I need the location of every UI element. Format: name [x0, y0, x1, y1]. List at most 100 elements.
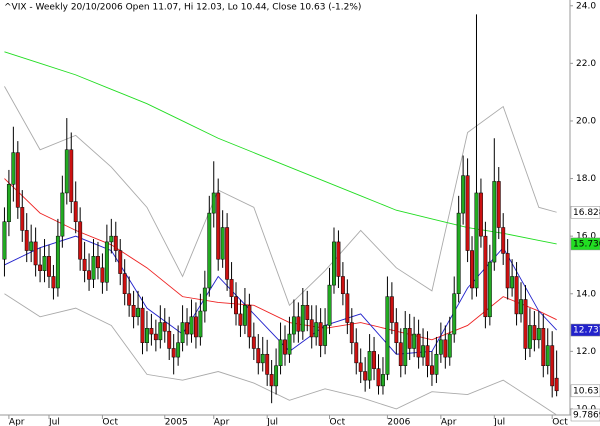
candle-body — [443, 339, 448, 358]
candle-body — [29, 241, 34, 251]
candle-body — [127, 293, 132, 306]
candle-body — [456, 212, 461, 295]
x-tick-label: Jul — [48, 418, 60, 426]
candle-body — [314, 322, 319, 338]
candle-body — [430, 365, 434, 375]
value-label-box — [570, 384, 600, 398]
value-label: 16.8287 — [573, 208, 600, 218]
candle-body — [291, 316, 296, 335]
x-tick-label: Apr — [441, 418, 457, 426]
y-tick-label: 12.0 — [576, 347, 596, 357]
candle-body — [55, 235, 60, 289]
candle-body — [73, 201, 78, 223]
candle-body — [305, 305, 310, 320]
candle-body — [211, 192, 216, 214]
candle-body — [229, 279, 234, 297]
candle-body — [510, 276, 515, 289]
candle-body — [158, 322, 163, 341]
candle-body — [438, 339, 443, 355]
candle-body — [42, 256, 47, 271]
candle-body — [198, 310, 203, 338]
x-tick-label: Jul — [266, 418, 278, 426]
candle-body — [78, 221, 83, 260]
candle-body — [381, 374, 385, 387]
candle-body — [278, 339, 283, 367]
value-label-box — [570, 408, 600, 422]
candle-body — [376, 368, 381, 387]
y-tick-label: 18.0 — [576, 174, 596, 184]
candle-body — [225, 227, 230, 280]
candle-body — [519, 299, 523, 315]
candle-body — [541, 328, 546, 367]
candle-body — [505, 253, 510, 289]
candle-body — [465, 175, 470, 251]
candle-body — [247, 305, 252, 338]
candle-body — [260, 353, 265, 364]
candle-body — [372, 351, 377, 369]
candle-body — [131, 305, 136, 318]
x-tick-label: Oct — [330, 418, 346, 426]
y-tick-label: 24.0 — [576, 1, 596, 11]
candle-body — [323, 325, 328, 346]
candle-body — [265, 353, 270, 375]
candle-body — [87, 270, 92, 280]
value-label: 9.78695 — [573, 411, 600, 421]
value-label: 12.7373 — [573, 326, 600, 336]
candle-body — [532, 325, 537, 341]
candle-body — [385, 296, 390, 375]
candle-body — [162, 322, 167, 332]
candle-body — [536, 328, 541, 341]
candle-body — [193, 316, 198, 338]
candle-body — [332, 241, 336, 286]
x-tick-label: Apr — [214, 418, 230, 426]
candle-body — [269, 374, 274, 387]
candle-body — [216, 192, 221, 260]
candle-body — [461, 175, 466, 214]
x-tick-label: Oct — [102, 418, 118, 426]
candle-body — [545, 345, 550, 367]
candle-body — [69, 149, 74, 202]
candle-body — [349, 322, 354, 343]
y-tick-label: 20.0 — [576, 116, 596, 126]
candle-body — [202, 287, 207, 312]
candle-body — [274, 365, 279, 387]
candle-body — [180, 322, 185, 343]
candle-body — [354, 342, 359, 364]
candle-body — [60, 192, 65, 237]
candle-body — [136, 307, 140, 318]
candle-body — [238, 313, 243, 326]
candle-body — [15, 152, 20, 208]
candle-body — [33, 241, 38, 266]
value-label: 10.63 — [573, 386, 599, 396]
candle-body — [6, 184, 11, 223]
x-tick-label: Jul — [493, 418, 505, 426]
candle-body — [514, 276, 519, 315]
candle-body — [496, 181, 501, 228]
y-tick-label: 22.0 — [576, 59, 596, 69]
candle-body — [256, 348, 261, 364]
candle-body — [425, 345, 430, 367]
candle-body — [91, 256, 96, 280]
candle-body — [109, 235, 114, 243]
candle-body — [550, 345, 555, 387]
candle-body — [189, 316, 194, 335]
candle-body — [140, 307, 145, 343]
y-tick-label: 14.0 — [576, 289, 596, 299]
candle-body — [287, 333, 292, 355]
candle-body — [47, 256, 51, 277]
indicator-line — [4, 86, 557, 307]
candle-body — [2, 221, 7, 260]
candle-body — [447, 333, 452, 358]
candle-body — [389, 296, 394, 323]
value-label-box — [570, 323, 600, 337]
candle-body — [394, 322, 399, 343]
candle-body — [64, 149, 69, 194]
candle-body — [340, 276, 345, 295]
x-tick-label: 2006 — [387, 418, 410, 426]
candle-body — [251, 336, 256, 349]
candle-body — [167, 330, 172, 349]
candle-body — [104, 241, 109, 283]
candle-body — [300, 305, 305, 332]
indicator-line — [4, 293, 557, 416]
